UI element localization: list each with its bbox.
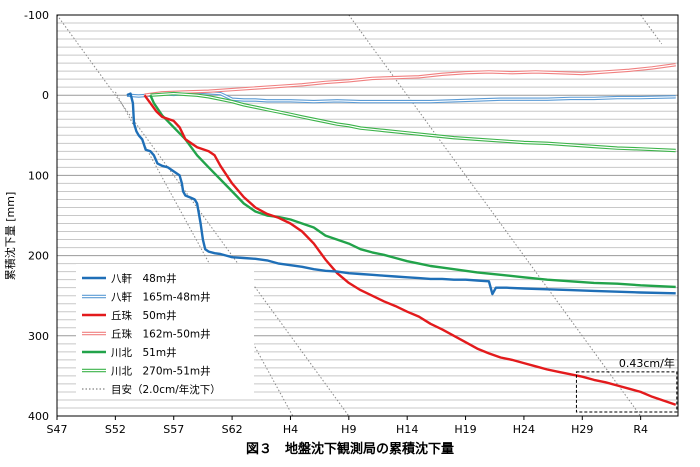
x-tick-label: H14 xyxy=(396,423,418,436)
grid-lines xyxy=(57,14,678,417)
x-tick-label: S62 xyxy=(222,423,243,436)
series-line-5-inner xyxy=(150,93,676,152)
guide-line xyxy=(57,15,350,416)
legend-label: 丘珠 50m井 xyxy=(111,309,177,322)
legend-box xyxy=(76,264,254,398)
guide-line xyxy=(640,15,663,45)
y-tick-label: 200 xyxy=(28,250,49,263)
series-line-2 xyxy=(143,94,677,406)
series-line-4 xyxy=(149,94,676,289)
plot-frame xyxy=(56,14,679,417)
series-line-0 xyxy=(126,92,676,296)
annotation-label: 0.43cm/年 xyxy=(619,356,675,370)
y-tick-label: -100 xyxy=(24,9,49,22)
legend-label: 川北 270m-51m井 xyxy=(111,365,211,378)
x-tick-label: S52 xyxy=(105,423,126,436)
x-tick-label: H24 xyxy=(513,423,535,436)
chart-caption: 図３ 地盤沈下観測局の累積沈下量 xyxy=(246,441,454,457)
legend-label: 八軒 165m-48m井 xyxy=(111,291,211,304)
annotation-box xyxy=(575,371,678,413)
y-axis-label: 累積沈下量 [mm] xyxy=(3,192,17,281)
x-tick-label: H19 xyxy=(454,423,476,436)
legend-label: 川北 51m井 xyxy=(111,346,177,359)
guide-lines xyxy=(57,15,663,416)
y-tick-label: 100 xyxy=(28,169,49,182)
x-tick-label: R4 xyxy=(633,423,648,436)
y-tick-label: 0 xyxy=(42,89,49,102)
x-tick-label: S47 xyxy=(47,423,68,436)
x-tick-label: H9 xyxy=(341,423,356,436)
x-tick-label: H4 xyxy=(283,423,298,436)
y-tick-label: 400 xyxy=(28,410,49,423)
legend-label: 八軒 48m井 xyxy=(111,272,177,285)
legend-label: 丘珠 162m-50m井 xyxy=(111,328,211,341)
guide-line xyxy=(348,15,642,416)
series-lines xyxy=(126,63,677,406)
x-tick-label: H29 xyxy=(571,423,593,436)
y-tick-label: 300 xyxy=(28,330,49,343)
legend-label: 目安（2.0cm/年沈下） xyxy=(111,383,221,396)
series-line-3-inner xyxy=(144,64,676,96)
x-tick-label: S57 xyxy=(163,423,184,436)
annotation: 0.43cm/年 xyxy=(575,356,678,413)
